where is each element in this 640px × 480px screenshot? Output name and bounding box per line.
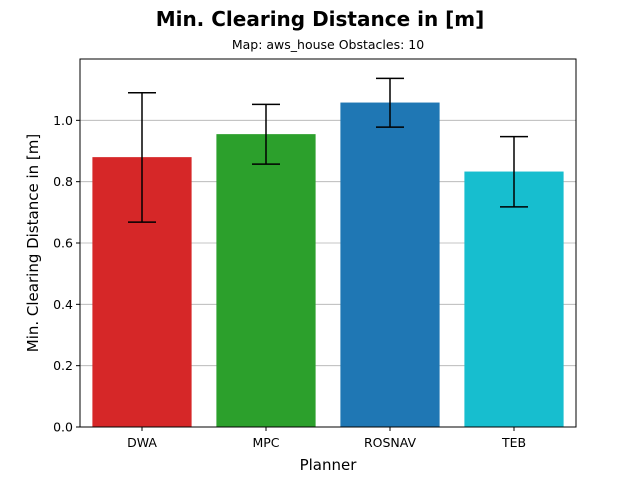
x-axis-label: Planner xyxy=(300,456,358,474)
chart-title: Min. Clearing Distance in [m] xyxy=(156,7,485,31)
y-axis-ticks: 0.0 0.2 0.4 0.6 0.8 1.0 xyxy=(53,113,80,435)
x-tick-label: TEB xyxy=(501,435,526,450)
y-tick-label: 0.8 xyxy=(53,174,73,189)
bar-rosnav xyxy=(340,102,440,428)
y-tick-label: 0.4 xyxy=(53,297,73,312)
bar-mpc xyxy=(216,134,316,427)
x-axis-ticks: DWA MPC ROSNAV TEB xyxy=(127,427,526,450)
x-tick-label: DWA xyxy=(127,435,157,450)
chart-subtitle: Map: aws_house Obstacles: 10 xyxy=(232,37,424,52)
x-tick-label: MPC xyxy=(252,435,279,450)
error-bars xyxy=(128,77,528,223)
y-tick-label: 0.0 xyxy=(53,420,73,435)
y-tick-label: 1.0 xyxy=(53,113,73,128)
y-axis-label: Min. Clearing Distance in [m] xyxy=(24,134,42,352)
x-tick-label: ROSNAV xyxy=(364,435,417,450)
bars xyxy=(92,102,564,428)
y-tick-label: 0.6 xyxy=(53,236,73,251)
y-tick-label: 0.2 xyxy=(53,358,73,373)
bar-teb xyxy=(464,171,564,427)
